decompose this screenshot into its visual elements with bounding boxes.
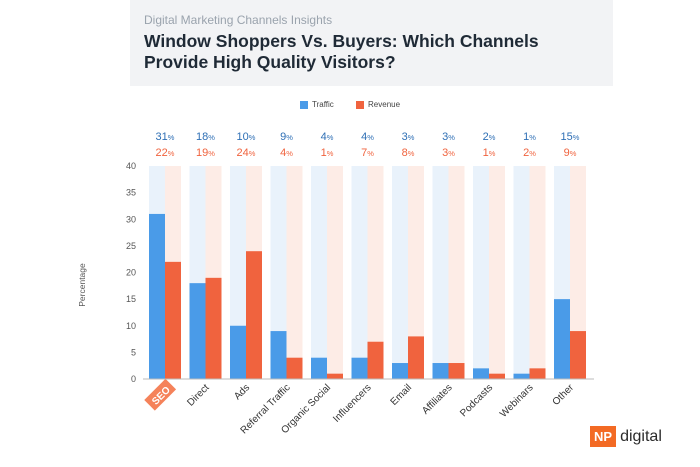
revenue-band-5 [367,166,384,379]
category-label: Direct [185,382,211,408]
revenue-band-4 [327,166,343,379]
chart-subtitle: Digital Marketing Channels Insights [144,13,333,27]
category-label: Other [551,382,577,408]
traffic-value-label: 1% [523,131,536,143]
traffic-bar-3 [270,331,287,379]
revenue-bar-9 [529,368,546,379]
traffic-bar-5 [351,357,368,379]
y-tick-label: 10 [126,321,136,331]
traffic-band-7 [432,166,449,379]
revenue-bar-5 [367,341,384,379]
traffic-band-8 [473,166,489,379]
revenue-value-label: 24% [237,147,256,159]
revenue-band-3 [286,166,303,379]
highlight-badge: SEO [144,378,177,411]
traffic-bar-1 [189,283,206,379]
traffic-bar-2 [230,325,246,379]
revenue-value-label: 1% [483,147,496,159]
revenue-bar-6 [408,336,424,379]
revenue-bar-10 [570,331,586,379]
legend-swatch-traffic [300,100,308,109]
revenue-bar-0 [165,261,181,379]
category-label: Ads [232,382,252,402]
logo-text: digital [620,427,662,445]
traffic-value-label: 10% [237,131,256,143]
traffic-bar-10 [554,299,570,379]
traffic-value-label: 4% [321,131,334,143]
y-tick-label: 40 [126,161,136,171]
category-label: Podcasts [458,382,495,419]
revenue-bar-8 [489,373,505,379]
category-label: Affiliates [420,382,454,416]
y-tick-label: 25 [126,241,136,251]
traffic-value-label: 9% [280,131,293,143]
traffic-value-label: 2% [483,131,496,143]
legend-label-revenue: Revenue [368,100,401,109]
y-tick-label: 15 [126,294,136,304]
revenue-value-label: 2% [523,147,536,159]
traffic-band-3 [270,166,287,379]
traffic-value-label: 31% [156,131,175,143]
legend-swatch-revenue [356,100,365,109]
revenue-bar-4 [327,373,343,379]
revenue-value-label: 8% [402,147,415,159]
category-label: Influencers [331,382,373,424]
y-tick-label: 30 [126,214,136,224]
category-label: Email [389,382,414,407]
legend-item-traffic: Traffic [300,100,334,109]
revenue-bar-2 [246,251,262,379]
y-tick-label: 0 [131,374,136,384]
revenue-band-7 [448,166,465,379]
highlight-badge-bg [144,378,177,411]
revenue-value-label: 4% [280,147,293,159]
revenue-band-8 [489,166,505,379]
traffic-bar-4 [311,357,327,379]
traffic-bar-0 [149,213,165,379]
logo-mark: NP [590,426,617,447]
revenue-bar-7 [448,363,465,379]
traffic-value-label: 18% [196,131,215,143]
revenue-band-10 [570,166,586,379]
traffic-bar-8 [473,368,489,379]
traffic-band-4 [311,166,327,379]
traffic-bar-6 [392,363,408,379]
traffic-value-label: 3% [402,131,415,143]
revenue-bar-1 [205,277,222,379]
traffic-band-5 [351,166,368,379]
header-panel [130,0,613,86]
legend: Traffic Revenue [300,100,420,111]
revenue-value-label: 1% [321,147,334,159]
revenue-value-label: 3% [442,147,455,159]
revenue-value-label: 7% [361,147,374,159]
chart-title: Window Shoppers Vs. Buyers: Which Channe… [144,31,539,72]
revenue-value-label: 22% [156,147,175,159]
revenue-band-9 [529,166,546,379]
traffic-value-label: 15% [561,131,580,143]
category-label: Webinars [498,382,536,420]
legend-label-traffic: Traffic [312,100,334,109]
legend-item-revenue: Revenue [356,100,400,109]
traffic-band-9 [513,166,530,379]
y-tick-label: 5 [131,347,136,357]
traffic-value-label: 4% [361,131,374,143]
traffic-bar-9 [513,373,530,379]
y-tick-label: 20 [126,268,136,278]
revenue-bar-3 [286,357,303,379]
traffic-value-label: 3% [442,131,455,143]
traffic-bar-7 [432,363,449,379]
revenue-band-6 [408,166,424,379]
revenue-value-label: 19% [196,147,215,159]
y-tick-label: 35 [126,188,136,198]
traffic-band-6 [392,166,408,379]
revenue-value-label: 9% [564,147,577,159]
np-digital-logo: NP digital [590,426,662,447]
